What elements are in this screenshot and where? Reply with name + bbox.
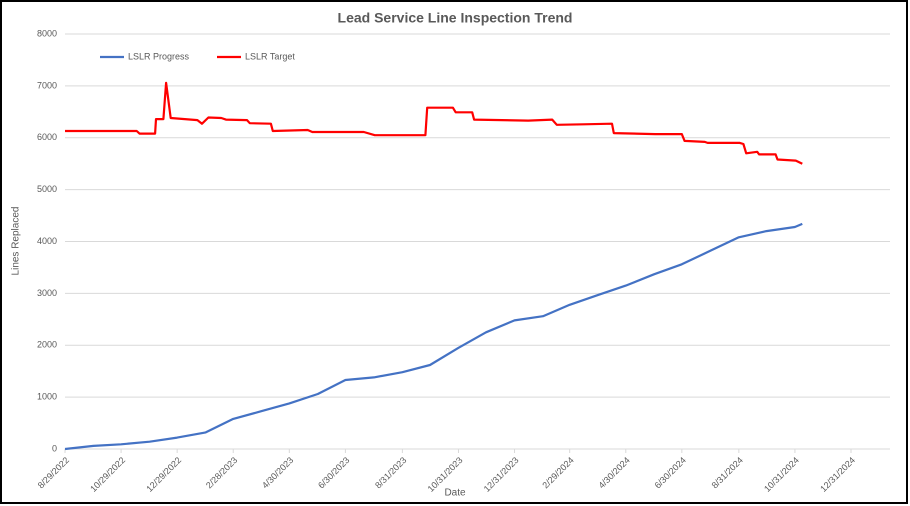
y-tick-label: 3000 [37, 288, 57, 298]
chart-title: Lead Service Line Inspection Trend [338, 10, 573, 26]
legend-label: LSLR Target [245, 51, 295, 61]
y-tick-label: 8000 [37, 28, 57, 38]
legend-label: LSLR Progress [128, 51, 190, 61]
y-tick-label: 0 [52, 443, 57, 453]
line-series [64, 222, 803, 451]
line-series [65, 81, 803, 165]
y-tick-label: 1000 [37, 392, 57, 402]
x-axis-label: Date [444, 488, 466, 499]
y-tick-label: 6000 [37, 132, 57, 142]
y-tick-label: 4000 [37, 236, 57, 246]
y-axis-label: Lines Replaced [11, 207, 22, 276]
y-tick-label: 5000 [37, 184, 57, 194]
y-tick-label: 2000 [37, 340, 57, 350]
y-tick-label: 7000 [37, 80, 57, 90]
